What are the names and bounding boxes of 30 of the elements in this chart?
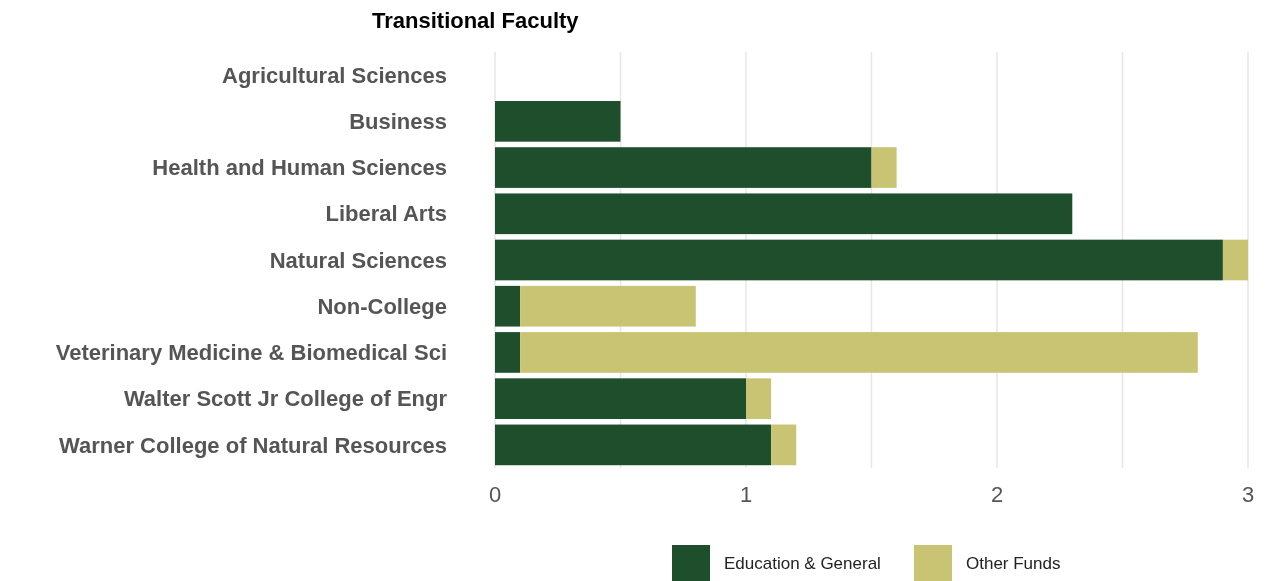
y-tick-label: Natural Sciences xyxy=(269,247,447,273)
chart-title: Transitional Faculty xyxy=(372,8,580,33)
bar xyxy=(1222,239,1248,281)
x-tick-label: 3 xyxy=(1241,482,1255,507)
bar xyxy=(495,239,1223,281)
y-tick-label: Non-College xyxy=(317,293,447,319)
bar xyxy=(495,193,1073,235)
bar xyxy=(746,378,772,419)
x-tick-label: 2 xyxy=(990,482,1004,507)
y-tick-label: Warner College of Natural Resources xyxy=(59,432,447,458)
y-tick-label: Agricultural Sciences xyxy=(222,62,447,88)
bar xyxy=(495,332,521,373)
x-tick-label: 1 xyxy=(739,482,753,507)
y-tick-label: Walter Scott Jr College of Engr xyxy=(123,386,448,412)
y-tick-label: Liberal Arts xyxy=(325,201,447,227)
bar xyxy=(871,147,897,188)
y-tick-label: Business xyxy=(349,109,447,135)
bar xyxy=(520,285,696,327)
bar xyxy=(495,378,746,419)
x-tick-label: 0 xyxy=(488,482,502,507)
bar xyxy=(495,147,872,188)
bar xyxy=(771,424,797,466)
y-tick-label: Veterinary Medicine & Biomedical Sci xyxy=(55,340,447,366)
legend-label: Education & General xyxy=(724,553,881,573)
bar xyxy=(495,101,621,142)
bar xyxy=(495,285,521,327)
bar xyxy=(520,332,1198,373)
legend-label: Other Funds xyxy=(966,553,1061,573)
y-tick-label: Health and Human Sciences xyxy=(152,155,447,181)
bar xyxy=(495,424,772,466)
